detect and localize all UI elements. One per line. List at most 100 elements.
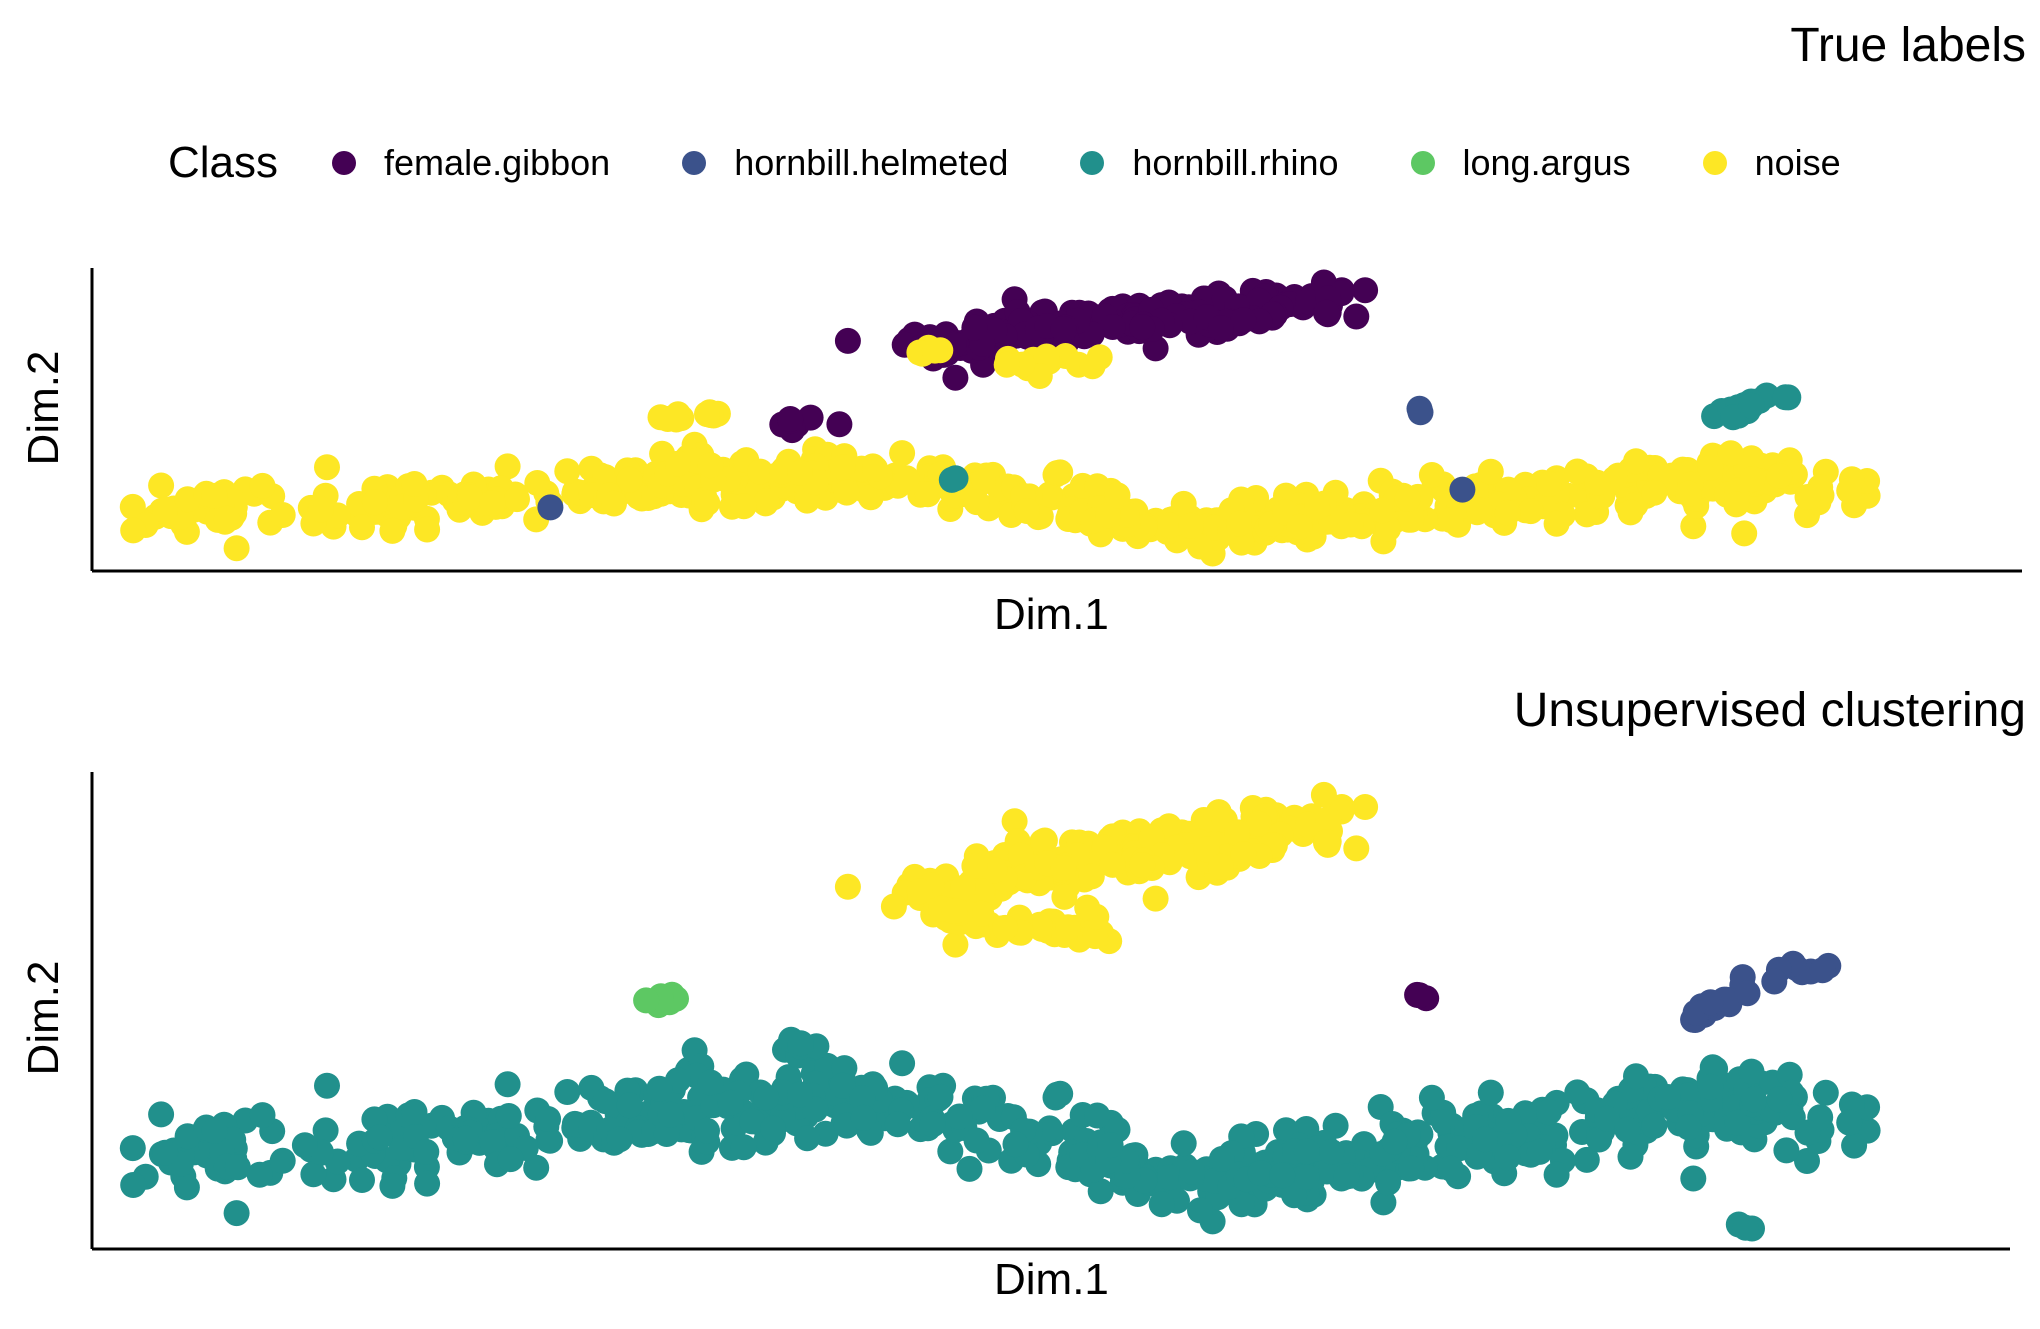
data-point-cluster-3: [300, 1161, 327, 1188]
data-point-cluster-3: [452, 1125, 479, 1152]
data-point-noise: [1494, 499, 1521, 526]
data-point-cluster-5: [1029, 828, 1056, 855]
data-point-cluster-3: [653, 1121, 680, 1147]
data-point-cluster-3: [1437, 1155, 1464, 1182]
data-point-cluster-3: [1724, 1109, 1751, 1136]
data-point-noise: [893, 465, 920, 492]
y-axis-label-bottom: Dim.2: [19, 960, 68, 1076]
data-point-cluster-3: [1623, 1063, 1649, 1090]
data-point-noise: [1225, 510, 1252, 537]
data-point-noise: [601, 490, 627, 517]
data-point-noise: [914, 481, 941, 508]
data-point-female-gibbon: [1099, 314, 1126, 340]
data-point-cluster-3: [1084, 1102, 1111, 1129]
data-point-hornbill-rhino: [1772, 384, 1799, 411]
data-point-cluster-3: [497, 1146, 524, 1173]
data-point-female-gibbon: [1343, 303, 1370, 330]
legend: Class female.gibbon hornbill.helmeted ho…: [168, 135, 1887, 191]
data-point-noise: [730, 493, 757, 520]
data-point-cluster-3: [1536, 1099, 1562, 1126]
data-point-cluster-3: [1494, 1144, 1521, 1171]
scatter-plot-true-labels: [90, 268, 2022, 573]
data-point-cluster-3: [1002, 1131, 1029, 1158]
legend-swatch: [332, 151, 357, 175]
data-point-female-gibbon: [1313, 299, 1340, 326]
data-point-cluster-3: [1208, 1146, 1235, 1172]
data-point-cluster-3: [120, 1172, 147, 1198]
data-point-noise: [1036, 481, 1063, 508]
data-point-cluster-3: [1766, 1086, 1793, 1113]
legend-item-hornbill-rhino: hornbill.rhino: [1054, 142, 1339, 184]
data-point-noise: [1369, 497, 1396, 524]
data-point-cluster-3: [1247, 1160, 1274, 1187]
data-point-noise: [314, 454, 340, 481]
data-point-cluster-3: [946, 1103, 973, 1130]
data-point-noise: [1337, 511, 1364, 538]
data-point-hornbill-rhino: [1738, 392, 1765, 419]
data-point-cluster-3: [1675, 1114, 1702, 1141]
data-point-cluster-5: [1099, 851, 1126, 878]
chart-title-bottom: Unsupervised clustering: [1513, 684, 2026, 737]
data-point-noise: [1477, 458, 1504, 485]
data-point-noise: [1047, 459, 1074, 486]
data-point-cluster-3: [349, 1167, 375, 1193]
data-point-female-gibbon: [1207, 315, 1234, 342]
legend-label: hornbill.rhino: [1132, 142, 1339, 183]
data-point-cluster-3: [1680, 1165, 1707, 1192]
data-point-noise: [1466, 497, 1493, 524]
data-point-cluster-3: [927, 1084, 954, 1110]
data-point-noise: [1304, 494, 1331, 521]
data-point-cluster-3: [1375, 1169, 1402, 1196]
data-point-cluster-5: [1050, 855, 1077, 881]
data-point-cluster-5: [1193, 836, 1220, 863]
data-point-noise: [833, 479, 860, 506]
data-point-noise: [889, 440, 916, 467]
legend-item-female-gibbon: female.gibbon: [306, 142, 610, 184]
data-point-cluster-2: [1761, 968, 1788, 995]
data-point-cluster-3: [1812, 1079, 1839, 1106]
data-point-noise: [1418, 462, 1445, 488]
data-point-noise: [1766, 462, 1793, 489]
data-point-cluster-5: [1343, 835, 1370, 862]
data-point-noise: [414, 516, 441, 543]
data-point-noise: [697, 452, 724, 479]
data-point-cluster-3: [1156, 1164, 1183, 1191]
data-point-cluster-3: [379, 1172, 406, 1199]
data-point-noise: [616, 466, 643, 493]
data-point-noise: [1398, 506, 1425, 533]
data-point-noise: [1717, 440, 1744, 467]
data-point-cluster-3: [1472, 1126, 1498, 1153]
data-point-cluster-3: [760, 1115, 786, 1142]
data-point-noise: [213, 505, 240, 532]
data-point-cluster-1: [1406, 982, 1433, 1009]
data-point-female-gibbon: [1050, 316, 1077, 342]
data-point-cluster-5: [950, 874, 976, 901]
data-point-noise: [1680, 513, 1707, 540]
data-point-cluster-3: [717, 1089, 744, 1116]
data-point-cluster-3: [554, 1079, 581, 1105]
legend-swatch: [1080, 151, 1105, 175]
data-point-hornbill-rhino: [942, 465, 969, 492]
legend-label: noise: [1754, 142, 1841, 183]
data-point-female-gibbon: [942, 364, 969, 391]
data-point-cluster-3: [1543, 1161, 1570, 1188]
data-point-cluster-3: [312, 1117, 339, 1144]
data-point-cluster-3: [787, 1030, 814, 1057]
data-point-cluster-2: [1697, 989, 1724, 1016]
data-point-cluster-5: [1082, 923, 1109, 950]
data-point-cluster-5: [968, 900, 995, 927]
data-point-cluster-3: [889, 1050, 916, 1077]
data-point-cluster-5: [1315, 806, 1342, 833]
data-point-cluster-3: [1495, 1107, 1522, 1134]
data-point-cluster-3: [1773, 1137, 1800, 1164]
data-point-noise: [1675, 480, 1702, 507]
data-point-cluster-3: [1418, 1084, 1445, 1111]
data-point-cluster-3: [849, 1085, 876, 1111]
data-point-cluster-5: [992, 914, 1019, 941]
data-point-noise: [152, 496, 179, 523]
data-point-cluster-3: [969, 1095, 996, 1122]
data-point-cluster-3: [1036, 1115, 1063, 1142]
data-point-cluster-5: [1352, 794, 1379, 820]
data-point-cluster-3: [479, 1129, 506, 1156]
data-point-cluster-3: [119, 1135, 146, 1162]
